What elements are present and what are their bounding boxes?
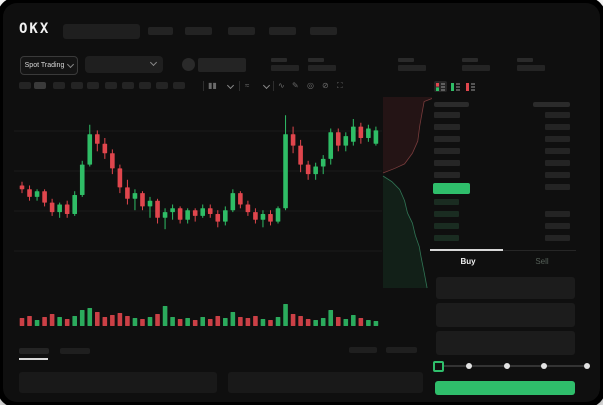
timeframe-button[interactable] xyxy=(53,82,65,89)
order-history-panel xyxy=(228,372,423,393)
slider-handle[interactable] xyxy=(433,361,444,372)
chevron-down-icon[interactable] xyxy=(226,81,235,90)
timeframe-button[interactable] xyxy=(71,82,83,89)
ask-amount-skeleton xyxy=(545,148,570,154)
timeframe-button[interactable] xyxy=(122,82,134,89)
app-window: OKX Spot Trading ▮▮ ≈ ∿ ✎ ◎ ⊘ ⛶ xyxy=(3,3,600,402)
stat-label-skeleton xyxy=(398,58,414,62)
amount-slider-track[interactable] xyxy=(437,365,584,367)
bid-amount-skeleton xyxy=(545,235,570,241)
pair-coin-icon xyxy=(182,58,195,71)
stat-value-skeleton xyxy=(398,65,426,71)
market-type-dropdown[interactable]: Spot Trading xyxy=(20,56,78,75)
stat-value-skeleton xyxy=(462,65,490,71)
fullscreen-icon[interactable]: ⛶ xyxy=(337,81,343,90)
divider xyxy=(239,81,240,91)
orders-filter[interactable] xyxy=(349,347,377,353)
market-type-label: Spot Trading xyxy=(24,62,65,69)
buy-submit-button[interactable] xyxy=(435,381,575,395)
okx-logo[interactable]: OKX xyxy=(19,21,51,37)
tab-buy[interactable]: Buy xyxy=(460,257,476,266)
bid-amount-skeleton xyxy=(545,223,570,229)
timeframe-button[interactable] xyxy=(34,82,46,89)
slider-stop[interactable] xyxy=(466,363,472,369)
candles-interval-icon[interactable]: ▮▮ xyxy=(208,81,217,90)
timeframe-button[interactable] xyxy=(105,82,117,89)
nav-item[interactable] xyxy=(148,27,173,35)
indicator-icon[interactable]: ≈ xyxy=(245,81,250,90)
ask-amount-skeleton xyxy=(545,172,570,178)
stat-label-skeleton xyxy=(271,58,287,62)
ask-price-skeleton[interactable] xyxy=(434,136,460,142)
chevron-down-icon xyxy=(149,58,158,67)
ask-amount-skeleton xyxy=(545,160,570,166)
slider-stop[interactable] xyxy=(504,363,510,369)
stat-value-skeleton xyxy=(271,65,299,71)
orders-tab[interactable] xyxy=(60,348,90,354)
nav-item[interactable] xyxy=(269,27,296,35)
ask-price-skeleton[interactable] xyxy=(434,160,460,166)
candlestick-chart[interactable] xyxy=(12,92,432,340)
total-input[interactable] xyxy=(436,331,575,355)
ask-price-skeleton[interactable] xyxy=(434,124,460,130)
draw-pencil-icon[interactable]: ✎ xyxy=(292,81,299,90)
ask-amount-skeleton xyxy=(545,136,570,142)
chevron-down-icon xyxy=(67,60,75,69)
stat-value-skeleton xyxy=(308,65,336,71)
stat-label-skeleton xyxy=(517,58,533,62)
ask-price-skeleton[interactable] xyxy=(434,172,460,178)
bid-amount-skeleton xyxy=(545,211,570,217)
stat-value-skeleton xyxy=(517,65,545,71)
slider-stop[interactable] xyxy=(584,363,590,369)
stat-label-skeleton xyxy=(308,58,324,62)
divider xyxy=(273,81,274,91)
orders-tab-active[interactable] xyxy=(19,348,49,354)
nav-item[interactable] xyxy=(310,27,337,35)
timeframe-button[interactable] xyxy=(173,82,185,89)
search-input[interactable] xyxy=(63,24,140,39)
book-asks-icon[interactable] xyxy=(464,81,477,92)
tab-sell[interactable]: Sell xyxy=(535,257,549,266)
nav-item[interactable] xyxy=(185,27,212,35)
timeframe-button[interactable] xyxy=(156,82,168,89)
bid-price-skeleton[interactable] xyxy=(434,199,459,205)
line-type-icon[interactable]: ∿ xyxy=(278,81,285,90)
ask-price-skeleton[interactable] xyxy=(434,112,460,118)
orderbook-amount-skeleton xyxy=(545,184,570,190)
bid-price-skeleton[interactable] xyxy=(434,235,459,241)
ask-amount-skeleton xyxy=(545,124,570,130)
last-price-skeleton xyxy=(198,58,246,72)
settings-icon[interactable]: ⊘ xyxy=(322,81,329,90)
divider xyxy=(203,81,204,91)
amount-input[interactable] xyxy=(436,303,575,327)
ask-amount-skeleton xyxy=(545,112,570,118)
active-tab-underline xyxy=(19,358,48,360)
ask-price-skeleton[interactable] xyxy=(434,148,460,154)
bid-price-skeleton[interactable] xyxy=(434,211,459,217)
price-input[interactable] xyxy=(436,277,575,299)
timeframe-button[interactable] xyxy=(19,82,31,89)
stat-label-skeleton xyxy=(462,58,478,62)
orderbook-amount-header xyxy=(533,102,570,107)
last-price-highlight[interactable] xyxy=(433,183,470,194)
orderbook-price-header xyxy=(434,102,469,107)
pair-selector-dropdown[interactable] xyxy=(85,56,163,73)
tabs-divider xyxy=(430,250,576,251)
timeframe-button[interactable] xyxy=(139,82,151,89)
buy-tab-underline xyxy=(430,249,503,251)
book-both-icon[interactable] xyxy=(434,81,447,92)
orders-filter[interactable] xyxy=(386,347,417,353)
timeframe-button[interactable] xyxy=(87,82,99,89)
open-orders-panel xyxy=(19,372,217,393)
camera-icon[interactable]: ◎ xyxy=(307,81,314,90)
slider-stop[interactable] xyxy=(541,363,547,369)
nav-item[interactable] xyxy=(228,27,255,35)
bid-price-skeleton[interactable] xyxy=(434,223,459,229)
book-bids-icon[interactable] xyxy=(449,81,462,92)
chevron-down-icon[interactable] xyxy=(262,81,271,90)
